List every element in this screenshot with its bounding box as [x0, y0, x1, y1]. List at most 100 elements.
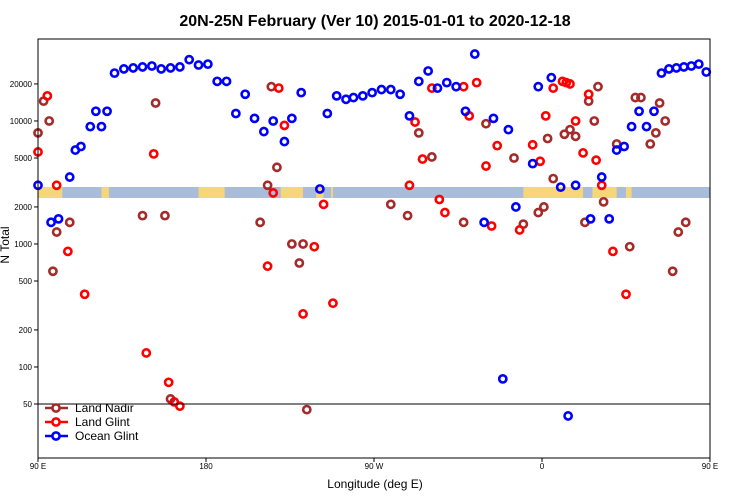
- data-point: [328, 298, 338, 309]
- data-point: [148, 148, 159, 159]
- data-point: [298, 309, 308, 319]
- data-point: [596, 172, 607, 182]
- data-point: [76, 141, 86, 152]
- x-tick-label: 90 W: [365, 462, 384, 471]
- data-point: [404, 110, 415, 121]
- data-point: [533, 81, 544, 92]
- series-land-nadir: [33, 81, 691, 415]
- data-point: [527, 139, 538, 150]
- map-strip-ocean: [38, 187, 710, 198]
- data-point: [656, 68, 667, 79]
- data-point: [309, 241, 320, 252]
- x-tick-label: 90 E: [30, 462, 46, 471]
- data-point: [118, 64, 129, 74]
- data-point: [650, 127, 661, 138]
- data-point: [109, 68, 120, 79]
- x-axis-title: Longitude (deg E): [327, 477, 422, 491]
- data-point: [286, 113, 297, 124]
- data-point: [202, 59, 213, 69]
- data-point: [565, 79, 575, 89]
- data-point: [174, 62, 185, 72]
- map-strip-land: [101, 187, 109, 198]
- data-point: [314, 184, 325, 194]
- legend-marker: [51, 403, 61, 413]
- legend-marker: [51, 417, 61, 427]
- data-point: [395, 89, 406, 100]
- legend-marker: [51, 431, 61, 441]
- data-point: [563, 411, 574, 421]
- legend-label: Land Glint: [75, 415, 130, 429]
- data-point: [598, 196, 609, 207]
- data-point: [279, 136, 290, 147]
- data-point: [79, 289, 90, 300]
- y-tick-label: 1000: [14, 240, 32, 249]
- data-point: [163, 377, 174, 388]
- data-point: [62, 246, 73, 257]
- map-strip-land: [331, 187, 333, 198]
- series-layer: [33, 49, 712, 421]
- data-point: [434, 194, 445, 205]
- data-point: [426, 83, 437, 94]
- data-point: [212, 76, 223, 87]
- data-point: [64, 172, 75, 182]
- data-point: [137, 210, 148, 221]
- data-point: [286, 239, 297, 249]
- data-point: [469, 49, 480, 59]
- data-point: [481, 161, 491, 171]
- data-point: [570, 180, 581, 191]
- data-point: [156, 64, 167, 74]
- data-point: [578, 148, 588, 158]
- data-point: [268, 188, 279, 198]
- data-point: [128, 63, 139, 73]
- data-point: [486, 221, 497, 231]
- data-point: [479, 217, 490, 228]
- x-axis: 90 E 180 90 W 0 90 E: [30, 458, 718, 471]
- data-point: [423, 66, 434, 76]
- data-point: [680, 217, 691, 228]
- map-strip-land: [626, 187, 632, 198]
- data-point: [559, 129, 570, 140]
- y-tick-label: 200: [19, 326, 33, 335]
- map-strip-land: [523, 187, 584, 198]
- y-tick-label: 10000: [10, 117, 33, 126]
- data-point: [548, 173, 559, 184]
- data-point: [273, 83, 284, 94]
- data-point: [417, 154, 428, 164]
- data-point: [673, 227, 684, 237]
- data-point: [268, 116, 279, 126]
- map-strip-land: [280, 187, 304, 198]
- data-point: [527, 158, 538, 169]
- data-point: [542, 133, 553, 144]
- data-point: [555, 182, 566, 192]
- data-point: [583, 89, 594, 100]
- data-point: [262, 180, 273, 191]
- data-point: [413, 76, 424, 87]
- data-point: [548, 83, 559, 94]
- data-point: [570, 131, 581, 142]
- y-tick-label: 100: [19, 363, 33, 372]
- data-point: [141, 348, 152, 358]
- map-strip-land: [198, 187, 225, 198]
- data-point: [272, 162, 282, 173]
- data-point: [296, 87, 307, 98]
- data-point: [85, 121, 96, 132]
- data-point: [540, 110, 551, 121]
- data-point: [488, 113, 499, 124]
- data-point: [514, 225, 525, 235]
- data-point: [193, 60, 204, 70]
- data-point: [611, 145, 622, 155]
- data-point: [649, 106, 659, 117]
- data-point: [46, 217, 56, 228]
- data-point: [626, 121, 637, 132]
- data-point: [432, 83, 443, 94]
- data-point: [471, 77, 482, 88]
- data-point: [53, 213, 64, 224]
- series-land-glint: [33, 76, 631, 412]
- data-point: [402, 210, 413, 221]
- data-point: [230, 108, 241, 119]
- map-strip: [38, 187, 710, 198]
- data-point: [630, 92, 641, 103]
- data-point: [385, 84, 396, 95]
- data-point: [48, 266, 58, 277]
- data-point: [96, 121, 107, 132]
